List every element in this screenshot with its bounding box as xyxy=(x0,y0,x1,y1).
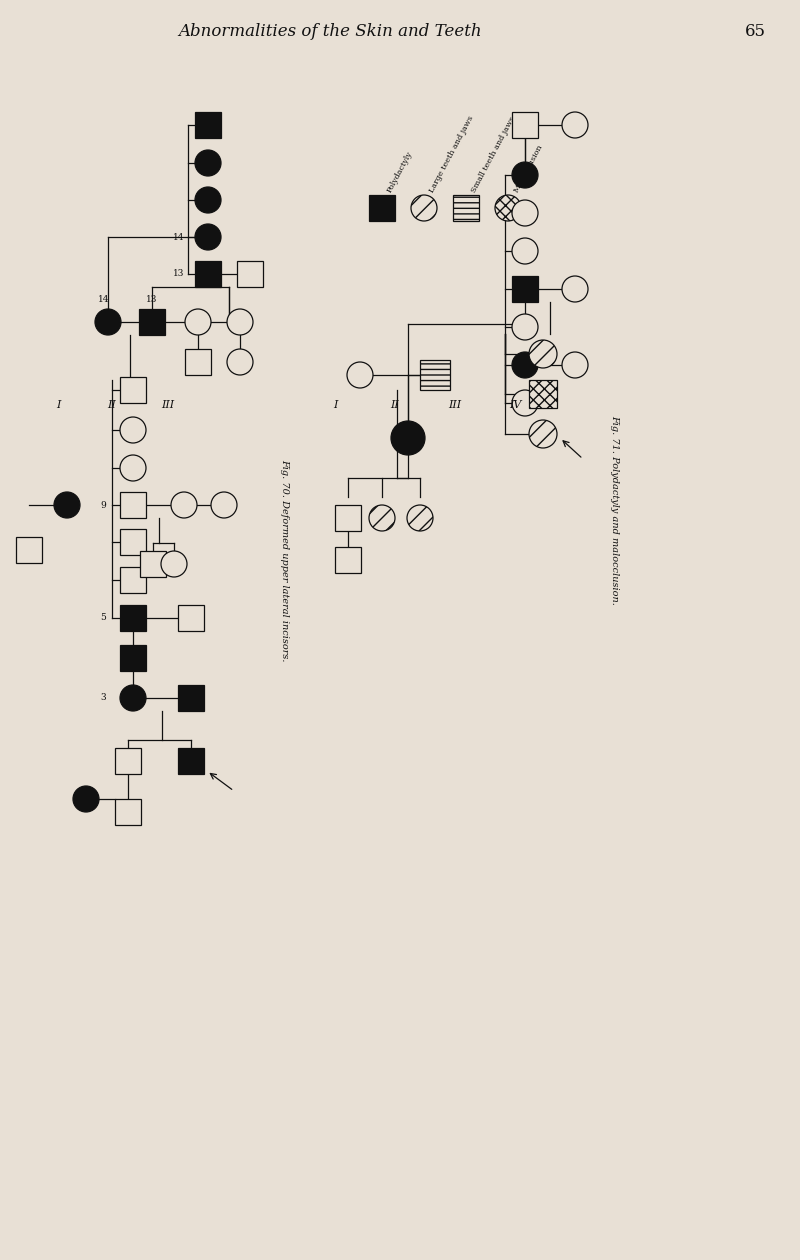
Bar xyxy=(140,551,166,577)
Ellipse shape xyxy=(529,420,557,449)
Bar xyxy=(512,276,538,302)
Bar xyxy=(453,195,479,220)
Text: IV: IV xyxy=(509,399,521,410)
Bar xyxy=(195,112,221,139)
Ellipse shape xyxy=(369,505,395,530)
Text: II: II xyxy=(390,399,399,410)
Bar xyxy=(420,360,450,391)
Text: Large teeth and jaws: Large teeth and jaws xyxy=(428,115,475,194)
Text: III: III xyxy=(449,399,462,410)
Bar xyxy=(237,261,263,287)
Bar xyxy=(335,505,361,530)
Text: 9: 9 xyxy=(100,500,106,509)
Text: Fig. 71. Polydactyly and malocclusion.: Fig. 71. Polydactyly and malocclusion. xyxy=(610,415,619,605)
Ellipse shape xyxy=(562,276,588,302)
Bar xyxy=(178,605,204,631)
Bar xyxy=(120,605,146,631)
Ellipse shape xyxy=(120,455,146,481)
Ellipse shape xyxy=(195,186,221,213)
Text: Abnormalities of the Skin and Teeth: Abnormalities of the Skin and Teeth xyxy=(178,24,482,40)
Bar xyxy=(185,349,211,375)
Text: 65: 65 xyxy=(745,24,766,40)
Ellipse shape xyxy=(495,195,521,220)
Ellipse shape xyxy=(411,195,437,220)
Bar xyxy=(120,567,146,593)
Text: 5: 5 xyxy=(100,614,106,622)
Text: Malocclusion: Malocclusion xyxy=(512,142,544,194)
Ellipse shape xyxy=(54,491,80,518)
Ellipse shape xyxy=(185,309,211,335)
Ellipse shape xyxy=(529,340,557,368)
Bar xyxy=(369,195,395,220)
Bar xyxy=(120,491,146,518)
Ellipse shape xyxy=(195,150,221,176)
Ellipse shape xyxy=(161,551,187,577)
Bar xyxy=(195,261,221,287)
Text: 14: 14 xyxy=(173,233,184,242)
Bar xyxy=(120,645,146,672)
Ellipse shape xyxy=(211,491,237,518)
Text: 13: 13 xyxy=(146,296,158,305)
Ellipse shape xyxy=(512,200,538,226)
Bar xyxy=(335,547,361,573)
Bar xyxy=(115,748,141,774)
Ellipse shape xyxy=(227,309,253,335)
Ellipse shape xyxy=(195,224,221,249)
Text: 13: 13 xyxy=(173,270,184,278)
Ellipse shape xyxy=(562,112,588,139)
Bar xyxy=(16,537,42,563)
Text: 3: 3 xyxy=(100,693,106,703)
Ellipse shape xyxy=(120,685,146,711)
Text: III: III xyxy=(162,399,174,410)
Bar xyxy=(139,309,165,335)
Text: 14: 14 xyxy=(98,296,110,305)
Ellipse shape xyxy=(73,786,99,811)
Ellipse shape xyxy=(512,352,538,378)
Ellipse shape xyxy=(512,391,538,416)
Ellipse shape xyxy=(120,417,146,444)
Text: I: I xyxy=(56,399,60,410)
Bar xyxy=(178,685,204,711)
Text: II: II xyxy=(108,399,116,410)
Bar xyxy=(115,799,141,825)
Ellipse shape xyxy=(347,362,373,388)
Ellipse shape xyxy=(407,505,433,530)
Text: Small teeth and jaws: Small teeth and jaws xyxy=(470,115,517,194)
Ellipse shape xyxy=(391,421,425,455)
Text: Polydactyly: Polydactyly xyxy=(386,150,414,194)
Bar xyxy=(120,529,146,554)
Ellipse shape xyxy=(512,238,538,265)
Bar xyxy=(120,377,146,403)
Ellipse shape xyxy=(95,309,121,335)
Ellipse shape xyxy=(171,491,197,518)
Ellipse shape xyxy=(512,314,538,340)
Bar xyxy=(512,112,538,139)
Text: Fig. 70. Deformed upper lateral incisors.: Fig. 70. Deformed upper lateral incisors… xyxy=(281,459,290,662)
Ellipse shape xyxy=(512,163,538,188)
Bar xyxy=(529,381,557,408)
Text: I: I xyxy=(333,399,337,410)
Ellipse shape xyxy=(562,352,588,378)
Ellipse shape xyxy=(227,349,253,375)
Bar xyxy=(178,748,204,774)
